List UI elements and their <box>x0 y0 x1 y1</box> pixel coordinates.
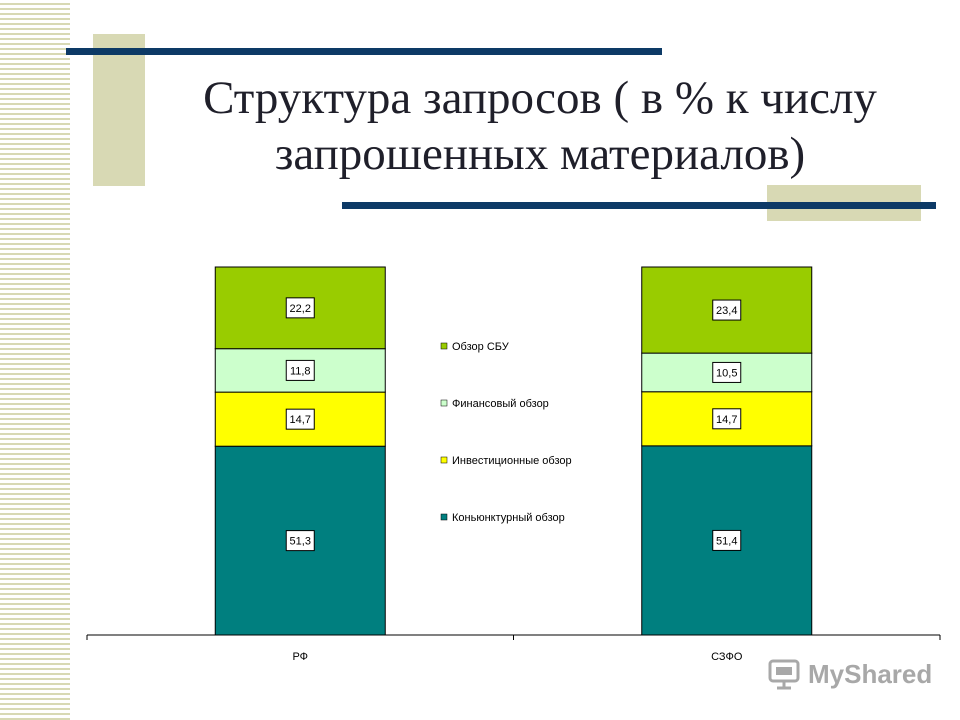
watermark-text: MyShared <box>808 658 933 689</box>
data-label-box <box>712 299 742 321</box>
legend-swatch <box>440 399 448 407</box>
deco-block-top <box>93 34 145 186</box>
watermark: MyShared <box>768 657 932 691</box>
legend-label: Финансовый обзор <box>452 398 549 410</box>
legend-swatch <box>440 342 448 350</box>
data-label: 14,7 <box>716 414 737 426</box>
deco-bar-bottom <box>342 202 936 209</box>
legend: Обзор СБУ Финансовый обзор Инвестиционные … <box>440 341 572 524</box>
data-label-box <box>712 361 742 383</box>
legend-label: Коньюнктурный обзор <box>452 512 565 524</box>
presentation-icon <box>768 659 800 690</box>
bar-segment <box>214 348 386 393</box>
data-label-box <box>712 408 742 430</box>
data-label-box <box>285 530 315 552</box>
legend-label: Обзор СБУ <box>452 341 510 353</box>
data-label: 51,4 <box>716 535 737 547</box>
x-axis: РФ СЗФО <box>86 634 941 663</box>
data-label: 51,3 <box>290 536 311 548</box>
data-label-box <box>285 359 315 381</box>
deco-bar-top <box>66 48 662 55</box>
category-label: РФ <box>292 651 308 663</box>
bars-layer: 51,3 14,7 11,8 22,2 51,4 14,7 10,5 23,4 <box>214 266 813 636</box>
data-label: 11,8 <box>290 365 311 377</box>
data-label: 23,4 <box>716 305 737 317</box>
data-label: 10,5 <box>716 367 737 379</box>
data-label-box <box>285 408 315 430</box>
data-label: 14,7 <box>290 414 311 426</box>
slide-title: Структура запросов ( в % к числу запроше… <box>203 72 877 180</box>
data-label: 22,2 <box>290 303 311 315</box>
legend-swatch <box>440 456 448 464</box>
category-label: СЗФО <box>711 651 743 663</box>
legend-label: Инвестиционные обзор <box>452 455 572 467</box>
legend-swatch <box>440 513 448 521</box>
data-label-box <box>712 529 742 551</box>
data-label-box <box>285 297 315 319</box>
decorative-stripe <box>0 0 70 720</box>
